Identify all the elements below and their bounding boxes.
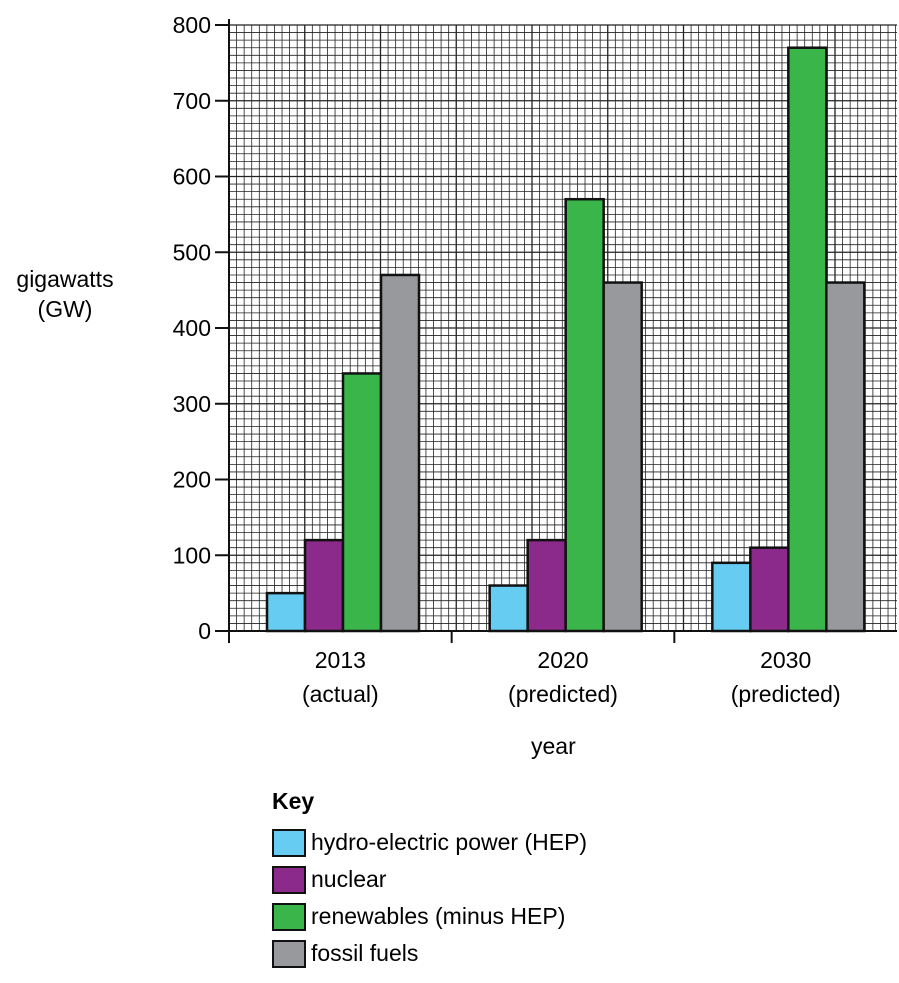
x-category-year: 2030 [760,647,811,673]
x-category-year: 2013 [315,647,366,673]
x-axis-title: year [531,733,576,759]
legend-swatch-hep [272,828,306,857]
legend-swatch-renewables [272,902,306,931]
y-axis-title: gigawatts (GW) [0,264,130,324]
y-tick-label: 600 [173,164,211,190]
y-tick-label: 0 [198,618,211,644]
x-category-note: (predicted) [731,681,841,707]
legend-title: Key [272,788,315,814]
bar-nuclear-2020 [526,538,567,633]
legend-item-hep: hydro-electric power (HEP) [272,824,587,861]
bar-fossil-2020 [602,281,643,633]
y-tick-label: 400 [173,315,211,341]
legend: Key hydro-electric power (HEP) nuclear r… [272,788,587,972]
bar-nuclear-2013 [303,538,345,633]
legend-item-fossil: fossil fuels [272,935,587,972]
x-category-note: (actual) [302,681,379,707]
bar-nuclear-2030 [749,546,790,633]
bar-renewables-2030 [787,46,828,633]
legend-label-hep: hydro-electric power (HEP) [311,829,588,855]
y-tick-label: 100 [173,542,211,568]
bar-hep-2020 [488,584,529,633]
bar-fossil-2013 [379,273,421,633]
legend-label-nuclear: nuclear [311,866,387,892]
x-category-year: 2020 [537,647,588,673]
y-tick-label: 500 [173,239,211,265]
legend-item-nuclear: nuclear [272,861,587,898]
bar-fossil-2030 [825,281,866,633]
legend-swatch-fossil [272,939,306,968]
bar-renewables-2020 [564,197,605,633]
bar-hep-2013 [265,591,307,633]
y-tick-label: 700 [173,88,211,114]
y-tick-label: 200 [173,467,211,493]
bar-hep-2030 [711,561,752,633]
x-category-labels: 2013 (actual) 2020 (predicted) 2030 (predicte… [302,647,841,707]
bar-renewables-2013 [341,372,383,633]
legend-label-fossil: fossil fuels [311,940,419,966]
legend-item-renewables: renewables (minus HEP) [272,898,587,935]
legend-swatch-nuclear [272,865,306,894]
y-axis-title-line2: (GW) [37,296,93,322]
y-tick-label: 300 [173,391,211,417]
axes [215,19,897,643]
x-category-note: (predicted) [508,681,618,707]
y-tick-labels: 0 100 200 300 400 500 600 700 800 [173,12,211,644]
y-tick-label: 800 [173,12,211,38]
y-axis-title-line1: gigawatts [16,266,114,292]
legend-label-renewables: renewables (minus HEP) [311,903,566,929]
